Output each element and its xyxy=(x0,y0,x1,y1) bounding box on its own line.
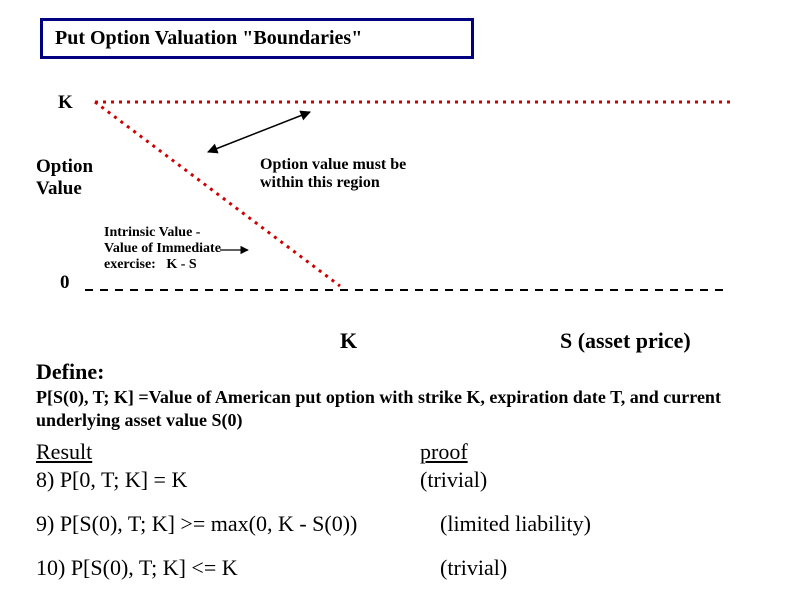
x-k-label: K xyxy=(340,328,357,353)
define-label: Define: xyxy=(36,358,104,386)
k-axis-label: K xyxy=(58,92,73,114)
region-arrow xyxy=(208,112,310,152)
result-8-left: 8) P[0, T; K] = K xyxy=(36,466,187,494)
define-text: P[S(0), T; K] =Value of American put opt… xyxy=(36,386,756,431)
page: Put Option Valuation "Boundaries" K Opti… xyxy=(0,0,792,612)
result-9-left: 9) P[S(0), T; K] >= max(0, K - S(0)) xyxy=(36,510,357,538)
result-10-left: 10) P[S(0), T; K] <= K xyxy=(36,554,238,582)
y-axis-label: Option Value xyxy=(36,156,93,200)
result-label: Result xyxy=(36,438,92,466)
result-10-right: (trivial) xyxy=(440,554,507,582)
result-9-right: (limited liability) xyxy=(440,510,591,538)
region-note: Option value must be within this region xyxy=(260,156,406,193)
intrinsic-note: Intrinsic Value - Value of Immediate exe… xyxy=(104,225,221,273)
proof-label: proof xyxy=(420,438,468,466)
zero-label: 0 xyxy=(60,272,70,294)
x-s-label: S (asset price) xyxy=(560,328,691,353)
result-8-right: (trivial) xyxy=(420,466,487,494)
